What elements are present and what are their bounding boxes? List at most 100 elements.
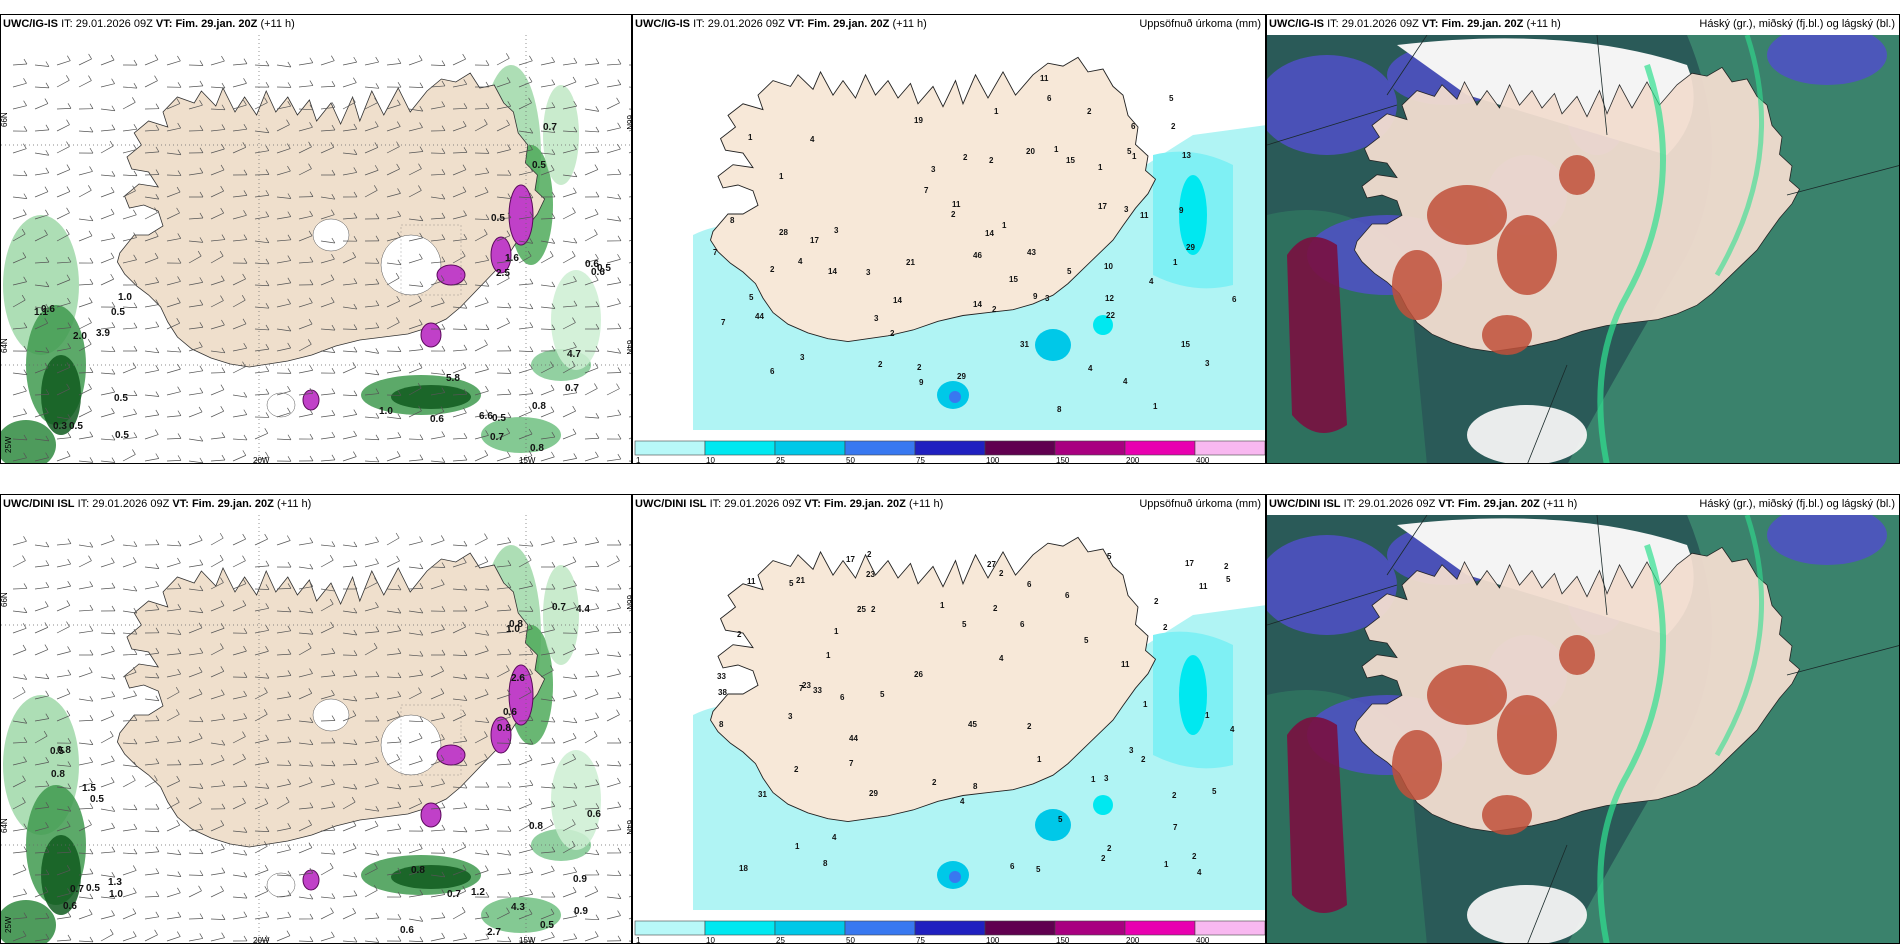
wind-barb-flag: [88, 297, 93, 303]
wind-barb-flag: [155, 715, 160, 721]
wind-barb-flag: [484, 601, 489, 607]
wind-barb: [210, 280, 225, 286]
wind-barb-flag: [419, 232, 423, 239]
wind-barb-flag: [353, 650, 358, 656]
precip-value-label: 12: [1105, 294, 1114, 303]
precip-value-label: 0.5: [115, 430, 129, 441]
wind-barb-flag: [309, 717, 314, 723]
wind-barb: [364, 460, 379, 463]
wind-barb-flag: [155, 911, 160, 917]
wind-barb-flag: [309, 191, 314, 197]
wind-barb-flag: [155, 627, 160, 634]
wind-barb-flag: [440, 754, 445, 761]
lat-label: 64N: [1, 338, 9, 353]
wind-barb-flag: [45, 389, 50, 395]
wind-barb-flag: [243, 850, 248, 856]
wind-barb: [320, 896, 335, 899]
wind-barb: [584, 936, 599, 942]
wind-barb-flag: [221, 739, 226, 746]
wind-barb-flag: [331, 689, 335, 696]
wind-barb: [298, 215, 313, 220]
precip-value-label: 2: [1141, 755, 1146, 764]
wind-barb-flag: [484, 753, 488, 760]
colorbar-tick-label: 100: [986, 456, 1000, 464]
wind-barb: [276, 239, 291, 242]
wind-barb: [474, 605, 489, 612]
wind-barb: [12, 148, 27, 154]
wind-barb-flag: [243, 871, 248, 878]
wind-barb-flag: [155, 299, 160, 305]
wind-barb-flag: [507, 626, 512, 633]
wind-barb-flag: [67, 783, 72, 789]
precip-area: [41, 355, 81, 435]
wind-barb-flag: [549, 250, 554, 257]
wind-barb-flag: [353, 541, 358, 547]
wind-barb: [430, 280, 445, 286]
wind-barb: [320, 936, 335, 942]
precip-value-label: 8: [823, 859, 828, 868]
wind-barb-flag: [110, 54, 115, 61]
wind-barb-flag: [529, 844, 533, 850]
wind-barb-flag: [177, 346, 182, 353]
wind-barb: [12, 174, 27, 177]
wind-barb-flag: [155, 277, 160, 283]
wind-barb-flag: [22, 775, 26, 781]
wind-barb: [210, 169, 225, 176]
wind-barb-flag: [309, 936, 314, 942]
wind-barb-flag: [220, 577, 224, 583]
wind-barb: [408, 654, 423, 657]
wind-barb-flag: [155, 321, 160, 327]
wind-barb-flag: [221, 454, 226, 461]
wind-barb-flag: [133, 848, 138, 855]
wind-barb: [298, 235, 313, 242]
wind-barb: [584, 717, 599, 722]
colorbar-swatch: [844, 440, 916, 456]
colorbar-tick-label: 400: [1196, 456, 1210, 464]
wind-barb: [12, 851, 27, 854]
wind-barb-flag: [23, 536, 27, 542]
wind-barb-flag: [375, 388, 380, 394]
wind-barb: [452, 169, 467, 176]
wind-barb-flag: [440, 579, 445, 585]
wind-barb: [232, 83, 247, 88]
wind-barb: [56, 191, 71, 198]
wind-barb-flag: [375, 778, 379, 784]
wind-barb-flag: [199, 80, 204, 87]
wind-barb-flag: [155, 846, 160, 852]
precip-value-label: 2: [878, 360, 883, 369]
wind-barb-flag: [66, 207, 70, 213]
wind-barb-flag: [199, 277, 204, 283]
lon-label: 20W: [253, 936, 270, 944]
wind-barb-flag: [528, 908, 533, 915]
wind-barb-flag: [243, 645, 247, 652]
wind-barb: [210, 324, 225, 330]
wind-barb-flag: [111, 457, 116, 463]
wind-barb: [452, 238, 467, 242]
boundary-line: [1267, 35, 1899, 463]
wind-barb: [320, 350, 335, 353]
wind-barb-flag: [397, 365, 402, 371]
wind-barb-flag: [111, 806, 116, 812]
wind-barb: [474, 454, 488, 462]
wind-barb-flag: [461, 250, 466, 257]
wind-barb-flag: [155, 146, 160, 153]
wind-barb-flag: [397, 625, 402, 631]
wind-barb-flag: [132, 362, 137, 368]
wind-barb: [342, 256, 356, 264]
precip-value-label: 1: [826, 651, 831, 660]
wind-barb-flag: [375, 536, 379, 542]
wind-barb-flag: [441, 802, 446, 808]
wind-barb-flag: [199, 824, 204, 830]
wind-barb: [254, 565, 269, 568]
wind-barb: [78, 560, 92, 568]
wind-barb-flag: [67, 846, 72, 853]
wind-barb-flag: [485, 781, 490, 788]
wind-barb: [12, 628, 27, 634]
wind-barb: [34, 129, 49, 132]
wind-barb: [166, 780, 180, 788]
wind-barb: [496, 694, 511, 700]
wind-barb-flag: [309, 607, 314, 614]
wind-barb: [144, 326, 159, 330]
wind-barb-flag: [330, 142, 335, 148]
glacier: [266, 392, 296, 418]
